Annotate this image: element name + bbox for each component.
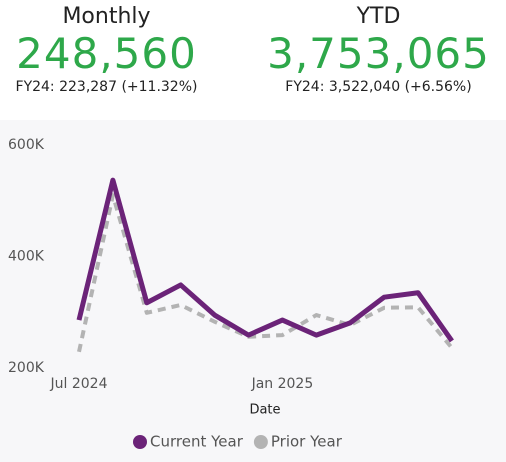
- legend-marker: [253, 435, 268, 449]
- kpi-title: Monthly: [62, 4, 151, 29]
- kpi-title: YTD: [356, 4, 401, 29]
- y-tick-label: 600K: [8, 137, 45, 153]
- kpi-card: Monthly 248,560 FY24: 223,287 (+11.32%): [0, 0, 233, 95]
- x-tick-label: Jan 2025: [251, 376, 314, 392]
- x-tick-label: Jul 2024: [50, 376, 108, 392]
- kpi-comparison: FY24: 223,287 (+11.32%): [15, 79, 198, 95]
- legend-label: Prior Year: [271, 433, 343, 451]
- kpi-value: 248,560: [16, 29, 197, 78]
- legend-marker: [133, 435, 147, 449]
- legend-label: Current Year: [150, 433, 244, 451]
- y-tick-label: 200K: [8, 360, 45, 376]
- x-axis-title: Date: [249, 403, 280, 418]
- series-line: [77, 193, 454, 353]
- y-tick-label: 400K: [8, 249, 45, 265]
- series-line: [76, 177, 454, 343]
- kpi-value: 3,753,065: [267, 29, 490, 78]
- kpi-comparison: FY24: 3,522,040 (+6.56%): [285, 79, 472, 95]
- kpi-card: YTD 3,753,065 FY24: 3,522,040 (+6.56%): [252, 0, 505, 95]
